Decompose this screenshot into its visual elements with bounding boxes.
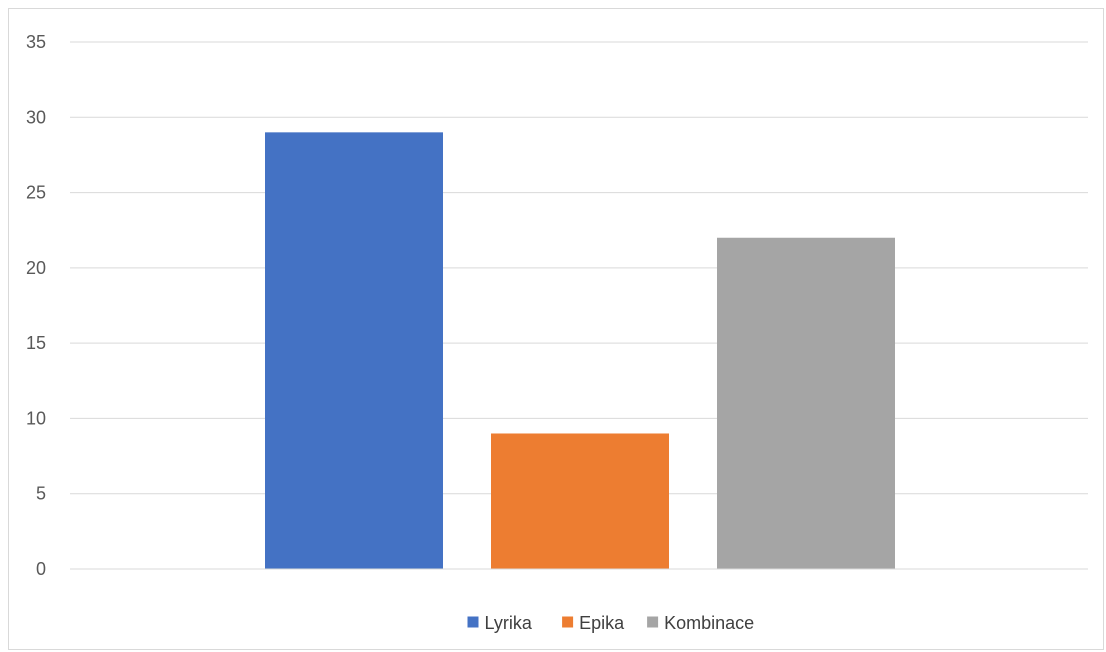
legend-swatch-lyrika [467,616,479,628]
legend-label-kombinace: Kombinace [664,613,754,633]
y-tick-label: 15 [26,333,46,353]
legend-swatch-epika [562,616,574,628]
y-tick-label: 10 [26,408,46,428]
y-tick-label: 25 [26,183,46,203]
y-tick-label: 0 [36,559,46,579]
legend: Lyrika Epika Kombinace [467,613,754,633]
y-axis-ticks: 0 5 10 15 20 25 30 35 [26,32,46,579]
bar-kombinace [717,237,895,569]
bar-lyrika [265,132,443,570]
legend-label-lyrika: Lyrika [485,613,533,633]
y-tick-label: 30 [26,107,46,127]
legend-label-epika: Epika [579,613,625,633]
y-tick-label: 20 [26,258,46,278]
bars [265,132,895,570]
y-tick-label: 35 [26,32,46,52]
gridlines [70,41,1088,495]
y-tick-label: 5 [36,484,46,504]
bar-epika [491,433,669,569]
legend-swatch-kombinace [647,616,659,628]
